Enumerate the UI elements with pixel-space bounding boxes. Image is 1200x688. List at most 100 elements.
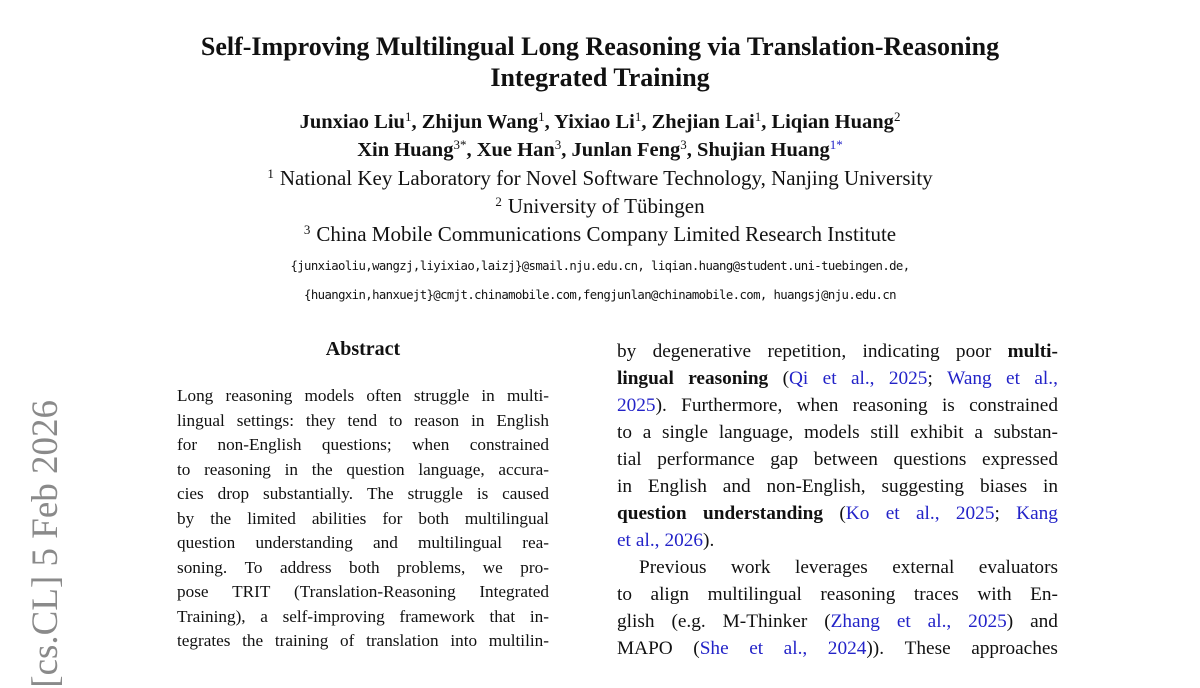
citation-link[interactable]: et bbox=[617, 530, 631, 551]
text: approaches bbox=[971, 638, 1058, 659]
word: align bbox=[651, 581, 690, 608]
word: suggesting bbox=[882, 473, 964, 500]
citation-link[interactable]: Wang bbox=[947, 368, 992, 389]
text: ( bbox=[782, 368, 789, 389]
word: and bbox=[723, 473, 751, 500]
body-line: to a single language, models still exhibit a sub… bbox=[617, 419, 1058, 446]
word: for bbox=[177, 435, 198, 454]
word: translation bbox=[366, 631, 439, 650]
author-affiliation-mark: 2 bbox=[893, 109, 901, 124]
text: non-English, bbox=[766, 476, 866, 497]
citation-link[interactable]: al., bbox=[850, 368, 875, 389]
word: et bbox=[749, 635, 763, 662]
citation-link[interactable]: al., bbox=[783, 638, 808, 659]
citation-link[interactable]: et bbox=[896, 611, 911, 632]
word: in bbox=[284, 459, 298, 479]
word: a bbox=[643, 419, 652, 446]
word: that bbox=[489, 606, 516, 626]
word: constrained bbox=[969, 392, 1058, 419]
word: multi- bbox=[1008, 338, 1058, 365]
word: by bbox=[617, 338, 636, 365]
word: multilingual bbox=[708, 581, 802, 608]
text: ). bbox=[703, 530, 715, 551]
word: they bbox=[305, 410, 336, 430]
author-name: Junxiao Liu bbox=[299, 111, 405, 133]
word: reason bbox=[414, 410, 460, 430]
citation-link[interactable]: 2025 bbox=[955, 503, 995, 524]
arxiv-stamp: [cs.CL] 5 Feb 2026 bbox=[25, 400, 66, 688]
affiliation-text: China Mobile Communications Company Limi… bbox=[316, 222, 897, 246]
word: et bbox=[1006, 365, 1020, 392]
citation-link[interactable]: et bbox=[885, 503, 900, 524]
word: leverages bbox=[795, 554, 868, 581]
citation-link[interactable]: al., bbox=[635, 530, 660, 551]
word: tend bbox=[347, 410, 378, 430]
text: multilingual bbox=[707, 584, 802, 605]
citation-link[interactable]: 2026 bbox=[664, 530, 704, 551]
word: models bbox=[804, 419, 860, 446]
citation-link[interactable]: 2025 bbox=[968, 611, 1007, 632]
word: glish bbox=[617, 608, 655, 635]
bold-text: question bbox=[617, 503, 687, 524]
word: MAPO bbox=[617, 635, 673, 662]
author-name: Liqian Huang bbox=[771, 111, 894, 133]
text: to bbox=[617, 422, 632, 443]
citation-link[interactable]: 2025 bbox=[617, 395, 656, 416]
citation-link[interactable]: et bbox=[822, 368, 837, 389]
citation-link[interactable]: Ko bbox=[845, 503, 870, 524]
word: gap bbox=[770, 446, 798, 473]
citation-link[interactable]: al., bbox=[1034, 368, 1058, 389]
word: question bbox=[617, 500, 687, 527]
word: approaches bbox=[971, 635, 1058, 662]
text: ) bbox=[1006, 611, 1014, 632]
word: (She bbox=[693, 635, 728, 662]
word: understanding bbox=[703, 500, 823, 527]
word: non-English bbox=[217, 435, 302, 454]
citation-link[interactable]: et bbox=[749, 638, 764, 659]
abstract-line: lingual settings: they tend to reason in Englis… bbox=[177, 409, 549, 434]
text: poor bbox=[955, 341, 992, 362]
email-line: {huangxin,hanxuejt}@cmjt.chinamobile.com… bbox=[304, 288, 897, 302]
bold-text: understanding bbox=[703, 503, 824, 524]
word: lingual bbox=[177, 410, 225, 430]
word: both bbox=[349, 557, 380, 577]
word: En- bbox=[1030, 581, 1058, 608]
citation-link[interactable]: She bbox=[699, 638, 729, 659]
body-line: question understanding (Ko et al., 2025; Kang bbox=[617, 500, 1058, 527]
body-line: Previous work leverages external evaluators bbox=[617, 554, 1058, 581]
citation-link[interactable]: et bbox=[1006, 368, 1020, 389]
body-line: to align multilingual reasoning traces with En… bbox=[617, 581, 1058, 608]
word: 2025). bbox=[617, 392, 667, 419]
citation-link[interactable]: al., bbox=[927, 611, 952, 632]
word: degenerative bbox=[653, 338, 752, 365]
word: framework bbox=[399, 606, 475, 626]
word: address bbox=[279, 557, 332, 577]
word: question bbox=[346, 459, 405, 479]
word: To bbox=[244, 557, 263, 577]
word: Furthermore, bbox=[681, 392, 782, 419]
word: biases bbox=[980, 473, 1027, 500]
text: language, bbox=[718, 422, 794, 443]
word: models bbox=[304, 386, 355, 405]
word: to bbox=[617, 419, 632, 446]
citation-link[interactable]: Zhang bbox=[830, 611, 880, 632]
word: substantially. bbox=[263, 484, 354, 503]
word: exhibit bbox=[910, 419, 964, 446]
word: Previous bbox=[639, 554, 706, 581]
citation-link[interactable]: al., bbox=[915, 503, 940, 524]
affiliation: 2 University of Tübingen bbox=[0, 192, 1200, 220]
abstract-line: soning. To address both problems, we pro- bbox=[177, 556, 549, 581]
citation-link[interactable]: 2025 bbox=[888, 368, 928, 389]
word: in bbox=[471, 410, 485, 430]
word: a bbox=[260, 606, 268, 626]
word: limited bbox=[247, 508, 296, 528]
word: al., bbox=[784, 635, 808, 662]
citation-link[interactable]: Kang bbox=[1016, 503, 1058, 524]
citation-link[interactable]: 2024 bbox=[827, 638, 867, 659]
text: glish bbox=[617, 611, 655, 632]
text: MAPO bbox=[617, 638, 673, 659]
word: The bbox=[366, 484, 394, 503]
word: into bbox=[450, 631, 478, 650]
word: English bbox=[496, 410, 549, 430]
citation-link[interactable]: Qi bbox=[788, 368, 809, 389]
